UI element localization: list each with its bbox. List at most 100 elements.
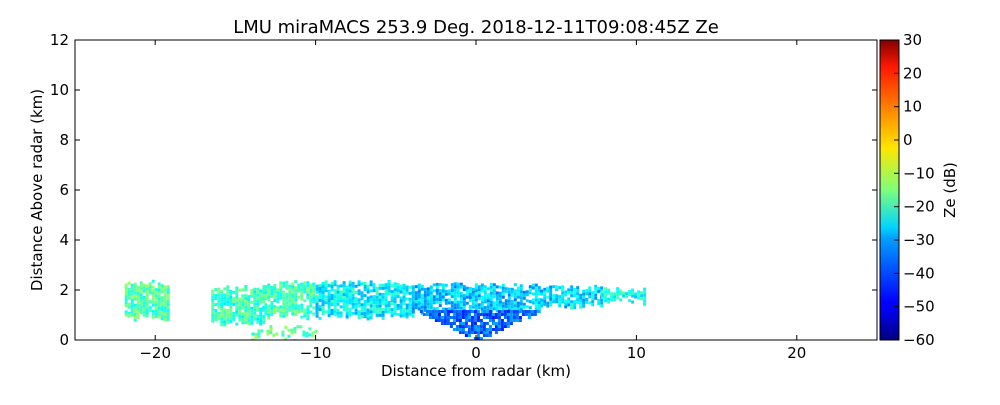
echo-cell <box>124 298 128 302</box>
echo-cell <box>133 312 137 316</box>
echo-cell <box>241 315 245 319</box>
echo-cell <box>273 308 277 311</box>
echo-cell <box>333 310 337 314</box>
echo-cell <box>607 288 611 292</box>
y-tick-label: 0 <box>59 331 69 349</box>
echo-cell <box>127 290 131 294</box>
echo-cell <box>396 286 400 289</box>
echo-cell <box>351 302 355 306</box>
echo-cell <box>468 308 472 311</box>
echo-cell <box>312 282 316 286</box>
echo-cell <box>348 289 352 293</box>
echo-cell <box>449 310 453 313</box>
echo-cell <box>351 296 355 300</box>
echo-cell <box>372 298 376 302</box>
echo-cell <box>420 302 424 306</box>
echo-cell <box>270 292 274 295</box>
echo-cell <box>375 313 379 317</box>
echo-cell <box>273 290 277 293</box>
echo-cell <box>375 298 379 302</box>
echo-cell <box>279 296 283 300</box>
echo-cell <box>552 285 556 289</box>
echo-cell <box>534 298 538 302</box>
echo-cell <box>470 322 474 325</box>
echo-cell <box>452 322 456 325</box>
echo-cell <box>480 295 484 299</box>
echo-cell <box>591 291 595 295</box>
echo-cell <box>459 300 463 304</box>
echo-cell <box>447 307 451 311</box>
echo-cell <box>327 296 331 299</box>
echo-cell <box>253 317 257 321</box>
echo-cell <box>438 295 442 299</box>
echo-cell <box>136 288 140 292</box>
echo-cell <box>449 316 453 319</box>
echo-cell <box>145 299 149 303</box>
echo-cell <box>552 300 556 304</box>
echo-cell <box>453 294 457 298</box>
echo-cell <box>613 298 617 302</box>
echo-cell <box>220 293 224 297</box>
echo-cell <box>294 307 298 311</box>
echo-cell <box>372 304 376 308</box>
echo-cell <box>333 313 337 317</box>
echo-cell <box>467 328 471 331</box>
echo-cell <box>133 288 137 292</box>
echo-cell <box>390 296 394 300</box>
echo-cell <box>154 297 158 301</box>
echo-cell <box>220 290 224 294</box>
echo-cell <box>262 306 266 309</box>
echo-cell <box>482 334 486 337</box>
echo-cell <box>369 301 373 305</box>
echo-cell <box>414 303 418 307</box>
echo-cell <box>462 288 466 292</box>
echo-cell <box>503 316 507 319</box>
echo-cell <box>251 332 255 336</box>
echo-cell <box>396 292 400 295</box>
echo-cell <box>387 307 391 310</box>
echo-cell <box>465 289 469 293</box>
echo-cell <box>339 299 343 303</box>
echo-cell <box>139 308 143 312</box>
echo-cell <box>160 311 164 315</box>
echo-cell <box>303 311 307 315</box>
echo-cell <box>426 290 430 294</box>
echo-cell <box>494 316 498 319</box>
echo-cell <box>455 328 459 331</box>
echo-cell <box>366 287 370 291</box>
echo-cell <box>163 291 167 295</box>
echo-cell <box>393 306 397 310</box>
echo-cell <box>345 312 349 316</box>
echo-cell <box>521 310 525 313</box>
echo-cell <box>270 310 274 313</box>
echo-cell <box>390 314 394 318</box>
echo-cell <box>534 301 538 305</box>
echo-cell <box>402 289 406 293</box>
echo-cell <box>616 290 620 294</box>
echo-cell <box>330 297 334 300</box>
echo-cell <box>474 301 478 305</box>
echo-cell <box>428 313 432 316</box>
echo-cell <box>631 294 635 298</box>
echo-cell <box>631 300 635 304</box>
echo-cell <box>473 328 477 331</box>
echo-cell <box>223 314 227 318</box>
echo-cell <box>330 288 334 291</box>
echo-cell <box>594 284 598 288</box>
echo-cell <box>479 322 483 325</box>
echo-cell <box>518 319 522 322</box>
echo-cell <box>339 290 343 294</box>
echo-cell <box>506 322 510 325</box>
echo-cell <box>291 300 295 304</box>
echo-cell <box>480 283 484 287</box>
echo-cell <box>351 311 355 315</box>
echo-cell <box>369 307 373 311</box>
echo-cell <box>446 310 450 313</box>
echo-cell <box>247 313 251 317</box>
echo-cell <box>423 296 427 300</box>
echo-cell <box>160 314 164 318</box>
echo-cell <box>288 305 292 309</box>
echo-cell <box>456 303 460 307</box>
echo-cell <box>342 284 346 288</box>
echo-cell <box>534 307 538 311</box>
